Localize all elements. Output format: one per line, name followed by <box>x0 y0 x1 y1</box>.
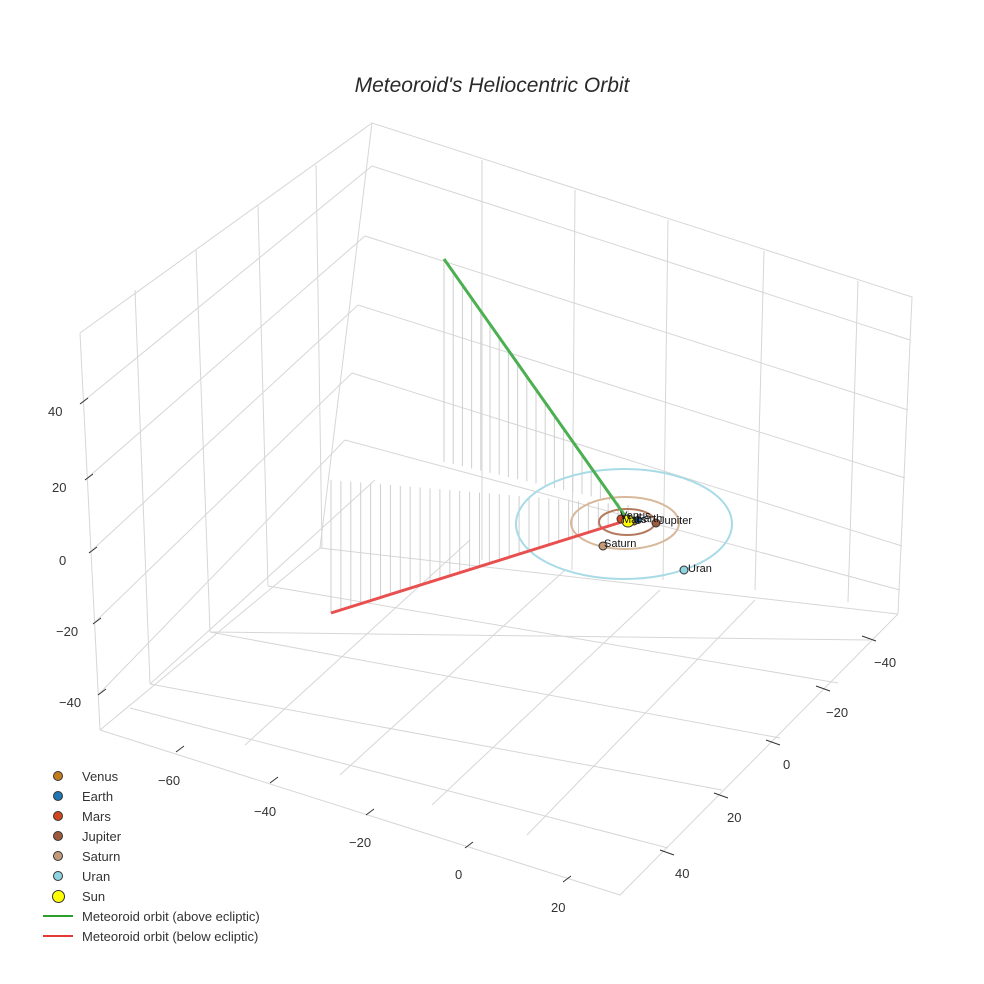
x-axis-tick-label: 0 <box>455 867 463 882</box>
tick-marks <box>79 397 877 883</box>
uran-orbit <box>515 468 733 580</box>
planet-label-venus: Venus <box>620 510 651 522</box>
marker-swatch-icon <box>40 811 76 821</box>
y-axis-tick-label: 0 <box>783 757 791 772</box>
marker-swatch-icon <box>40 889 76 903</box>
x-axis-tick-label: −20 <box>349 835 372 850</box>
x-axis-tick-label: 20 <box>551 900 566 915</box>
sun-marker <box>621 514 635 528</box>
legend-label: Sun <box>82 888 106 904</box>
y-axis-tick-label: −20 <box>826 705 849 720</box>
marker-swatch-icon <box>40 831 76 841</box>
y-axis-tick-label: 20 <box>727 810 742 825</box>
uran-marker <box>679 565 689 575</box>
x-axis-tick-label: −60 <box>158 773 181 788</box>
x-axis-tick-label: −40 <box>254 804 277 819</box>
planet-label-mars: Mars <box>622 514 647 526</box>
legend-item-uran[interactable]: Uran <box>40 866 260 886</box>
marker-swatch-icon <box>40 771 76 781</box>
legend-label: Saturn <box>82 848 121 864</box>
marker-swatch-icon <box>40 871 76 881</box>
legend-label: Mars <box>82 808 111 824</box>
projection-lines <box>330 259 629 613</box>
planet-label-uran: Uran <box>688 563 712 575</box>
legend-label: Earth <box>82 788 114 804</box>
legend-label: Uran <box>82 868 111 884</box>
legend-item-mars[interactable]: Mars <box>40 806 260 826</box>
line-swatch-icon <box>40 915 76 917</box>
y-axis-tick-label: −40 <box>874 655 897 670</box>
planet-label-earth: Earth <box>636 513 663 525</box>
chart-title: Meteoroid's Heliocentric Orbit <box>354 74 630 97</box>
meteoroid-orbit-above[interactable] <box>442 258 630 521</box>
legend-label: Meteoroid orbit (below ecliptic) <box>82 928 259 944</box>
legend-label: Jupiter <box>82 828 122 844</box>
z-axis-tick-label: −20 <box>56 624 79 639</box>
meteoroid-orbit-below[interactable] <box>330 518 629 615</box>
legend-label: Venus <box>82 768 119 784</box>
jupiter-marker <box>651 518 661 528</box>
legend-item-meteoroid-orbit-below-ecliptic-[interactable]: Meteoroid orbit (below ecliptic) <box>40 926 260 946</box>
z-axis-tick-label: 20 <box>52 480 67 495</box>
planet-markers[interactable] <box>598 514 689 575</box>
legend-item-venus[interactable]: Venus <box>40 766 260 786</box>
legend[interactable]: Venus Earth Mars Jupiter Saturn Uran Sun Meteor… <box>40 766 260 946</box>
marker-swatch-icon <box>40 851 76 861</box>
planet-label-saturn: Saturn <box>604 538 637 550</box>
legend-item-meteoroid-orbit-above-ecliptic-[interactable]: Meteoroid orbit (above ecliptic) <box>40 906 260 926</box>
z-axis-tick-label: −40 <box>59 695 82 710</box>
legend-item-saturn[interactable]: Saturn <box>40 846 260 866</box>
legend-item-jupiter[interactable]: Jupiter <box>40 826 260 846</box>
saturn-marker <box>598 541 608 551</box>
saturn-orbit <box>570 496 680 550</box>
planet-label-jupiter: Jupiter <box>659 515 693 527</box>
y-axis-tick-label: 40 <box>675 866 690 881</box>
z-axis-tick-label: 40 <box>48 404 63 419</box>
z-axis-tick-label: 0 <box>59 553 67 568</box>
earth-marker <box>634 516 642 524</box>
line-swatch-icon <box>40 935 76 937</box>
legend-item-earth[interactable]: Earth <box>40 786 260 806</box>
legend-label: Meteoroid orbit (above ecliptic) <box>82 908 260 924</box>
marker-swatch-icon <box>40 791 76 801</box>
legend-item-sun[interactable]: Sun <box>40 886 260 906</box>
